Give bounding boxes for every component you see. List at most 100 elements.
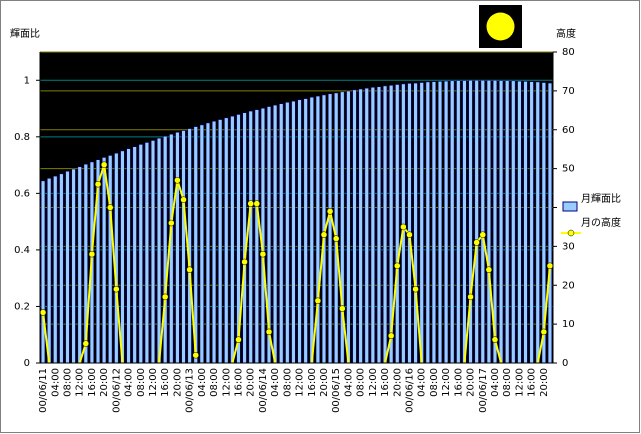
y-tick-label: 0.4: [14, 245, 30, 256]
x-tick-label: 12:00: [514, 368, 525, 397]
bar: [456, 80, 461, 364]
y-tick-label: 0: [24, 358, 30, 369]
x-tick-label: 00/06/11: [38, 368, 49, 413]
bar: [413, 82, 418, 364]
bar: [132, 146, 137, 364]
y2-tick-label: 60: [562, 125, 575, 136]
legend-label: 月輝面比: [581, 193, 621, 205]
bar: [346, 90, 351, 364]
bar: [254, 109, 259, 364]
x-tick-label: 08:00: [62, 368, 73, 397]
bar: [431, 81, 436, 364]
bar: [108, 155, 113, 364]
line-marker: [186, 266, 193, 273]
bar: [242, 112, 247, 364]
y-axis-title: 輝面比: [10, 28, 40, 40]
bar: [47, 178, 52, 364]
x-tick-label: 20:00: [466, 368, 477, 397]
line-marker: [412, 285, 419, 293]
y-tick-label: 0.2: [14, 301, 30, 312]
line-marker: [168, 219, 175, 227]
bar: [144, 142, 149, 364]
x-tick-label: 12:00: [75, 368, 86, 397]
line-marker: [113, 285, 120, 293]
x-tick-label: 04:00: [417, 368, 428, 397]
line-marker: [540, 328, 548, 336]
bar: [65, 171, 70, 364]
bar: [462, 80, 467, 364]
line-marker: [247, 200, 254, 207]
bar: [425, 81, 430, 364]
bar: [511, 80, 516, 364]
y-tick-label: 1: [24, 75, 30, 86]
line-marker: [314, 297, 322, 305]
x-tick-label: 12:00: [148, 368, 159, 397]
line-marker: [88, 250, 96, 258]
bar: [437, 81, 443, 364]
x-tick-label: 20:00: [539, 368, 550, 397]
line-marker: [406, 231, 413, 238]
line-marker: [546, 262, 554, 270]
legend-swatch: [562, 201, 578, 212]
x-tick-label: 08:00: [282, 368, 293, 397]
bar: [309, 96, 314, 364]
bar: [376, 86, 382, 364]
bar: [273, 104, 278, 364]
bar: [370, 87, 375, 364]
bar: [163, 136, 168, 364]
bar: [138, 144, 143, 364]
x-tick-label: 16:00: [233, 368, 244, 397]
line-marker: [259, 250, 267, 258]
bar: [364, 87, 369, 364]
bar: [486, 80, 491, 364]
x-tick-label: 04:00: [124, 368, 135, 397]
x-tick-label: 16:00: [527, 368, 538, 397]
bar: [444, 80, 449, 364]
bar: [102, 157, 107, 364]
line-marker: [100, 161, 108, 168]
line-marker: [479, 231, 487, 238]
y2-tick-label: 10: [562, 319, 575, 330]
line-marker: [161, 293, 169, 301]
x-tick-label: 16:00: [160, 368, 171, 397]
line-marker: [253, 200, 261, 207]
line-marker: [394, 262, 401, 270]
y-tick-label: 0.8: [14, 132, 30, 143]
x-tick-label: 16:00: [307, 368, 318, 397]
x-tick-label: 12:00: [221, 368, 232, 397]
bar: [401, 83, 406, 364]
line-marker: [82, 340, 90, 347]
x-tick-label: 00/06/13: [185, 368, 196, 413]
line-marker: [174, 177, 181, 184]
line-marker: [265, 328, 273, 336]
legend-label: 月の高度: [581, 216, 621, 229]
x-tick-label: 08:00: [429, 368, 440, 397]
bar: [71, 168, 76, 364]
bar: [358, 88, 363, 364]
line-marker: [39, 309, 47, 316]
bar: [291, 100, 296, 364]
bar: [285, 102, 290, 364]
y2-tick-label: 30: [562, 241, 575, 252]
x-tick-label: 20:00: [99, 368, 110, 397]
x-tick-label: 00/06/16: [404, 368, 415, 413]
line-marker: [320, 231, 328, 238]
bar: [120, 150, 125, 364]
line-marker: [473, 239, 480, 246]
bar: [297, 99, 302, 364]
x-tick-label: 12:00: [368, 368, 379, 397]
y2-tick-label: 70: [562, 86, 575, 97]
x-tick-label: 20:00: [319, 368, 330, 397]
line-marker: [106, 204, 114, 211]
legend-swatch: [567, 229, 575, 237]
line-marker: [326, 208, 334, 215]
bar: [114, 152, 119, 364]
x-tick-label: 04:00: [50, 368, 61, 397]
bar: [40, 180, 46, 364]
bar: [334, 92, 339, 364]
bar: [150, 140, 156, 364]
line-marker: [241, 258, 248, 266]
line-marker: [235, 336, 242, 343]
x-tick-label: 20:00: [172, 368, 183, 397]
